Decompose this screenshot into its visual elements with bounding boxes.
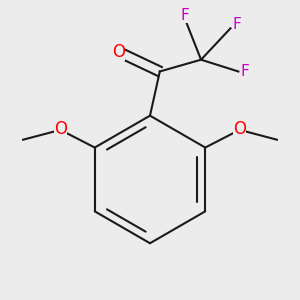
- Text: F: F: [233, 17, 242, 32]
- Text: F: F: [181, 8, 190, 23]
- Text: F: F: [241, 64, 250, 79]
- Text: O: O: [233, 120, 246, 138]
- Text: O: O: [112, 43, 125, 61]
- Text: O: O: [54, 120, 67, 138]
